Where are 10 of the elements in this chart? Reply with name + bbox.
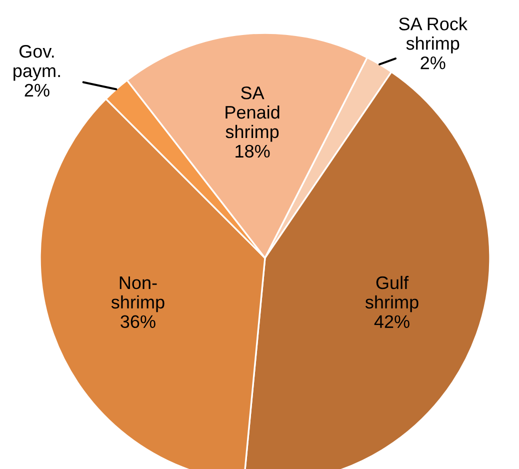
data-label: 2% xyxy=(24,84,50,97)
data-label: 18% xyxy=(236,144,270,158)
slice-label: SA Penaid shrimp xyxy=(226,86,280,142)
slice-label: Non- shrimp xyxy=(111,276,164,312)
data-label: 2% xyxy=(420,56,446,70)
data-label: 42% xyxy=(374,315,410,328)
slice-label: Gulf shrimp xyxy=(365,276,418,312)
slice-label: Gov. paym. xyxy=(14,44,60,81)
slice-label: SA Rock shrimp xyxy=(399,17,468,54)
data-label: 36% xyxy=(120,315,156,328)
